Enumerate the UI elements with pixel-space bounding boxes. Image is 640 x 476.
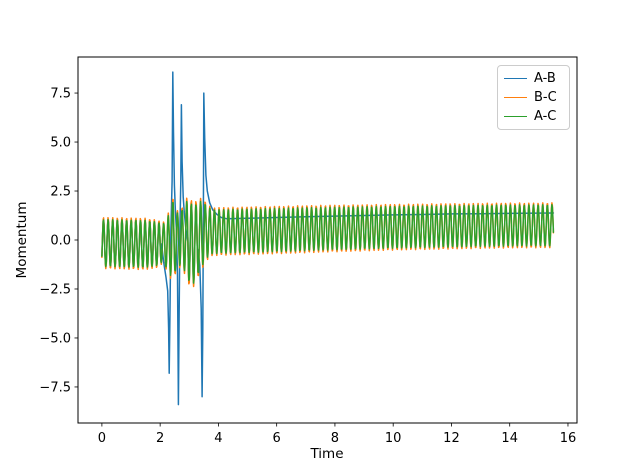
y-tick-label: 0.0 bbox=[50, 234, 71, 249]
y-tick-label: −2.5 bbox=[39, 282, 71, 297]
axes-layer: 0 2 4 6 8 10 12 14 16 −7.5 −5.0 −2.5 0.0 2.5 5.0 7.5 bbox=[39, 87, 576, 446]
x-tick-label: 14 bbox=[501, 431, 518, 446]
x-tick-label: 4 bbox=[214, 431, 222, 446]
x-tick-label: 12 bbox=[443, 431, 460, 446]
legend-label-a-b: A-B bbox=[534, 70, 556, 86]
frame-layer bbox=[77, 56, 578, 424]
y-tick-label: 5.0 bbox=[50, 136, 71, 151]
y-tick-label: 7.5 bbox=[50, 87, 71, 102]
y-tick-label: −7.5 bbox=[39, 380, 71, 395]
series-layer bbox=[101, 71, 555, 406]
x-tick-label: 0 bbox=[98, 431, 106, 446]
y-tick-label: 2.5 bbox=[50, 185, 71, 200]
x-tick-label: 8 bbox=[331, 431, 339, 446]
x-tick-label: 6 bbox=[273, 431, 281, 446]
legend-entry-b-c: B-C bbox=[504, 89, 563, 107]
x-tick-label: 10 bbox=[385, 431, 402, 446]
y-tick-label: −5.0 bbox=[39, 331, 71, 346]
x-tick-label: 16 bbox=[560, 431, 577, 446]
legend-label-b-c: B-C bbox=[534, 90, 557, 105]
legend-label-a-c: A-C bbox=[534, 109, 557, 125]
legend-entry-a-c: A-C bbox=[504, 108, 563, 126]
series-line-a-c bbox=[101, 200, 555, 284]
legend-entry-a-b: A-B bbox=[504, 69, 563, 87]
legend: A-B B-C A-C bbox=[497, 65, 570, 130]
legend-key-a-c-line-icon bbox=[504, 116, 527, 118]
axes-frame bbox=[77, 56, 578, 424]
legend-key-b-c-line-icon bbox=[504, 97, 527, 98]
x-axis-label: Time bbox=[309, 446, 343, 462]
y-axis-label: Momentum bbox=[14, 202, 30, 279]
x-tick-label: 2 bbox=[156, 431, 164, 446]
legend-key-a-b-line-icon bbox=[504, 77, 527, 79]
